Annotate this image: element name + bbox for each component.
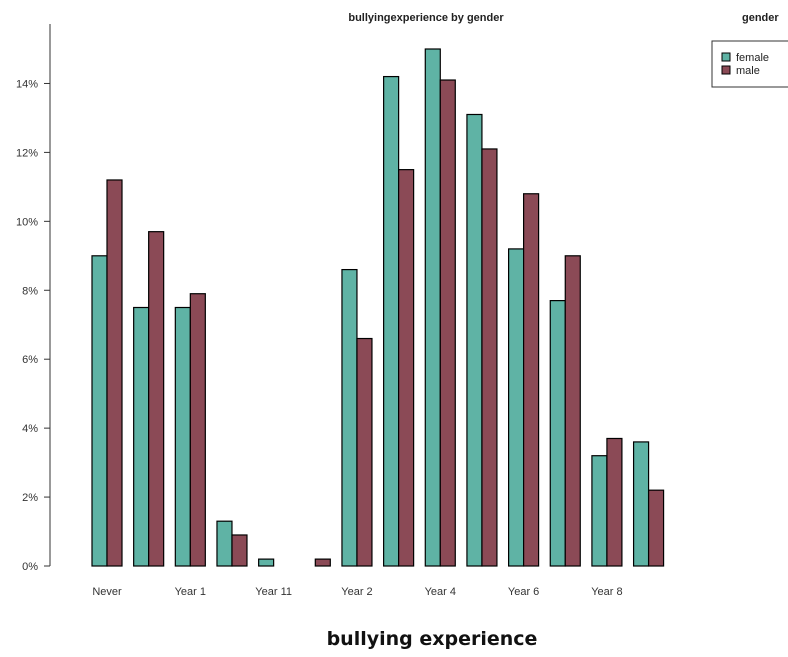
bar-male bbox=[647, 489, 665, 567]
bar-male bbox=[314, 558, 331, 567]
bar-male bbox=[148, 231, 165, 567]
bar-female bbox=[466, 113, 483, 567]
legend: gender female male bbox=[711, 12, 788, 88]
y-tick-label: 6% bbox=[22, 354, 38, 366]
bar-female bbox=[258, 558, 275, 567]
legend-box bbox=[711, 40, 788, 88]
y-tick-label: 12% bbox=[16, 147, 38, 159]
legend-swatch-female bbox=[721, 52, 731, 62]
bar-female bbox=[383, 75, 400, 567]
bars-group bbox=[91, 48, 665, 567]
y-tick-label: 0% bbox=[22, 561, 38, 573]
bar-male bbox=[356, 337, 373, 567]
bar-female bbox=[341, 268, 358, 567]
x-tick-label: Year 2 bbox=[341, 586, 372, 598]
bar-female bbox=[424, 48, 441, 567]
bar-female bbox=[508, 248, 525, 567]
bar-female bbox=[632, 441, 650, 567]
y-axis: 0% 2% 4% 6% 8% 10% 12% 14% bbox=[16, 24, 51, 573]
y-tick-label: 14% bbox=[16, 78, 38, 90]
x-axis-label: bullying experience bbox=[327, 628, 538, 650]
x-tick-labels: Never Year 1 Year 11 Year 2 Year 4 Year 6 Year… bbox=[92, 586, 622, 598]
y-tick-label: 8% bbox=[22, 285, 38, 297]
y-tick-label: 4% bbox=[22, 423, 38, 435]
bar-female bbox=[91, 255, 108, 567]
x-tick-label: Never bbox=[92, 586, 122, 598]
y-tick-label: 2% bbox=[22, 492, 38, 504]
bar-female bbox=[549, 300, 566, 567]
x-tick-label: Year 11 bbox=[255, 586, 292, 598]
bar-female bbox=[174, 306, 191, 567]
chart-title: bullyingexperience by gender bbox=[348, 12, 504, 24]
legend-title: gender bbox=[742, 12, 779, 24]
bar-male bbox=[106, 179, 123, 567]
bar-male bbox=[522, 193, 540, 567]
y-tick-label: 10% bbox=[16, 216, 38, 228]
legend-swatch-male bbox=[721, 65, 731, 75]
bar-male bbox=[564, 255, 581, 567]
bar-female bbox=[216, 520, 233, 567]
x-tick-label: Year 1 bbox=[175, 586, 206, 598]
bar-male bbox=[189, 293, 206, 567]
bar-female bbox=[133, 306, 150, 567]
bar-male bbox=[481, 148, 498, 567]
bar-male bbox=[439, 79, 456, 567]
legend-label-male: male bbox=[736, 65, 760, 77]
x-tick-label: Year 4 bbox=[425, 586, 456, 598]
bar-male bbox=[231, 534, 248, 567]
legend-label-female: female bbox=[736, 52, 769, 64]
bar-male bbox=[606, 437, 623, 567]
x-tick-label: Year 6 bbox=[508, 586, 539, 598]
bar-male bbox=[398, 169, 415, 567]
x-tick-label: Year 8 bbox=[591, 586, 622, 598]
bar-female bbox=[591, 455, 608, 567]
